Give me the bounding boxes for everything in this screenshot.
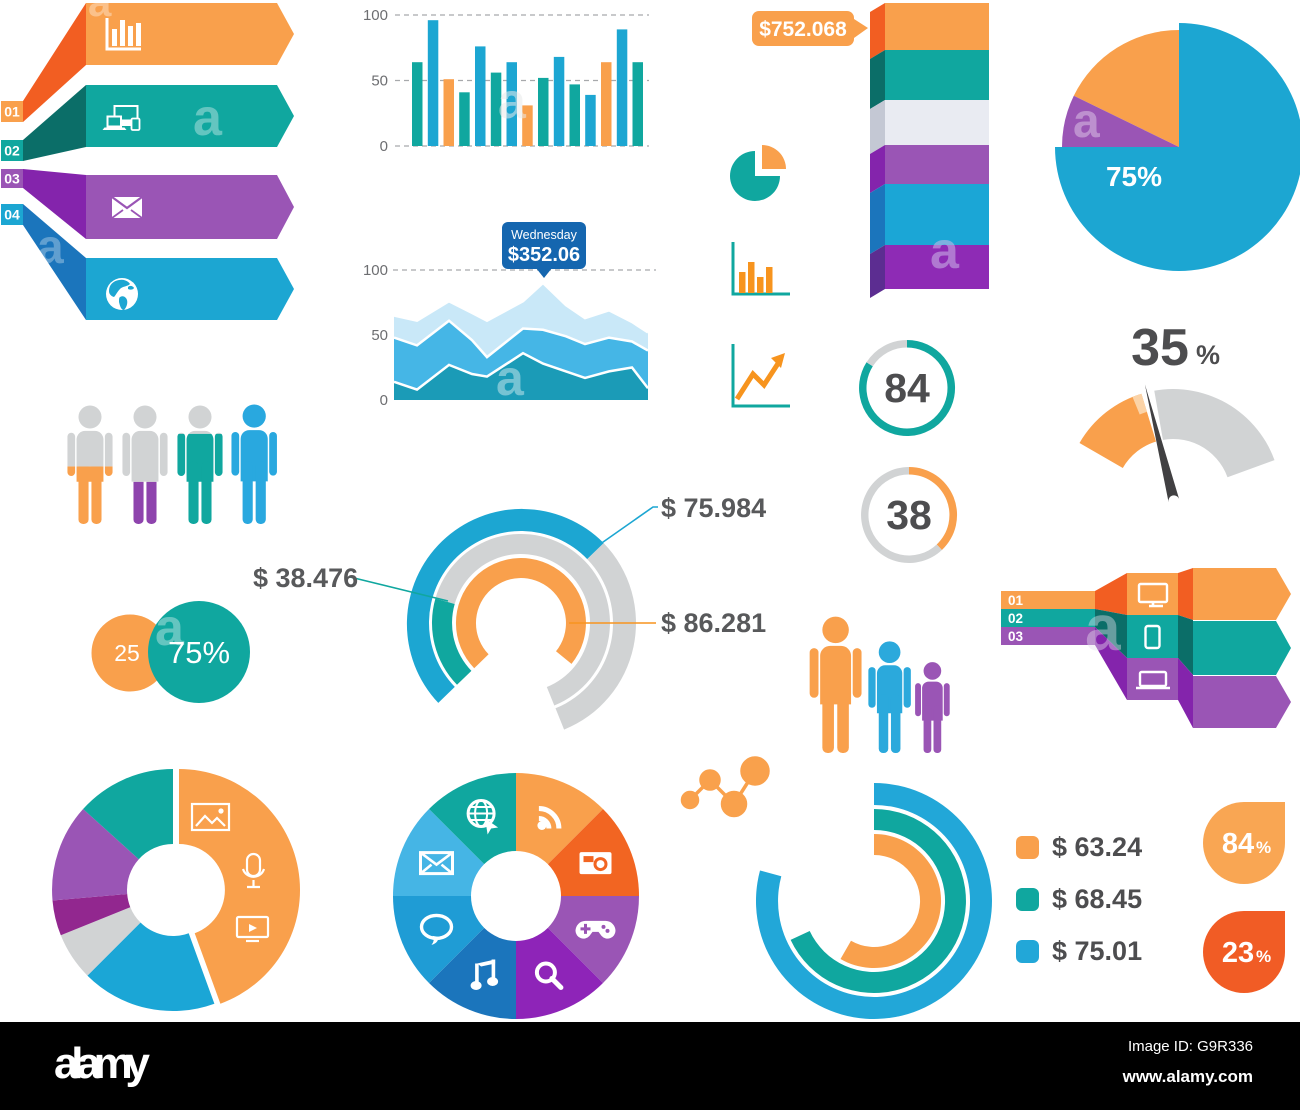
- svg-text:Wednesday: Wednesday: [511, 228, 578, 242]
- svg-text:0: 0: [380, 138, 388, 155]
- svg-text:0: 0: [380, 392, 388, 409]
- svg-text:%: %: [1256, 838, 1271, 857]
- svg-text:a: a: [498, 73, 527, 129]
- svg-text:03: 03: [4, 171, 20, 187]
- svg-text:a: a: [496, 350, 525, 406]
- svg-text:01: 01: [4, 104, 20, 120]
- svg-text:alamy: alamy: [54, 1039, 151, 1088]
- svg-text:23: 23: [1222, 937, 1254, 969]
- svg-text:$ 86.281: $ 86.281: [661, 608, 766, 638]
- svg-text:02: 02: [4, 143, 20, 159]
- svg-text:100: 100: [363, 262, 388, 279]
- svg-text:38: 38: [886, 492, 932, 538]
- svg-text:$ 63.24: $ 63.24: [1052, 832, 1142, 862]
- svg-text:a: a: [930, 222, 960, 280]
- svg-text:02: 02: [1008, 611, 1023, 626]
- svg-text:a: a: [1073, 95, 1100, 148]
- svg-text:75%: 75%: [1106, 161, 1162, 192]
- svg-text:84: 84: [1222, 828, 1254, 860]
- svg-text:a: a: [88, 0, 112, 25]
- svg-text:35: 35: [1131, 319, 1189, 377]
- svg-text:50: 50: [371, 327, 388, 344]
- svg-text:01: 01: [1008, 593, 1024, 608]
- svg-text:$ 38.476: $ 38.476: [253, 563, 358, 593]
- svg-text:04: 04: [4, 207, 20, 223]
- svg-text:50: 50: [371, 73, 388, 90]
- svg-text:75%: 75%: [168, 635, 230, 670]
- svg-text:$352.06: $352.06: [508, 244, 580, 266]
- svg-text:www.alamy.com: www.alamy.com: [1122, 1067, 1253, 1086]
- svg-text:a: a: [37, 221, 64, 274]
- svg-text:$ 75.984: $ 75.984: [661, 493, 766, 523]
- svg-text:$ 75.01: $ 75.01: [1052, 936, 1142, 966]
- svg-text:84: 84: [884, 365, 930, 411]
- svg-text:%: %: [1196, 340, 1220, 370]
- svg-text:a: a: [1085, 592, 1121, 664]
- svg-text:a: a: [155, 599, 185, 657]
- svg-text:%: %: [1256, 947, 1271, 966]
- svg-text:03: 03: [1008, 629, 1024, 644]
- svg-text:Image ID: G9R336: Image ID: G9R336: [1128, 1038, 1253, 1055]
- svg-text:a: a: [193, 89, 223, 147]
- svg-text:100: 100: [363, 7, 388, 24]
- svg-text:25: 25: [114, 640, 140, 666]
- svg-text:$ 68.45: $ 68.45: [1052, 884, 1142, 914]
- svg-text:$752.068: $752.068: [759, 18, 847, 41]
